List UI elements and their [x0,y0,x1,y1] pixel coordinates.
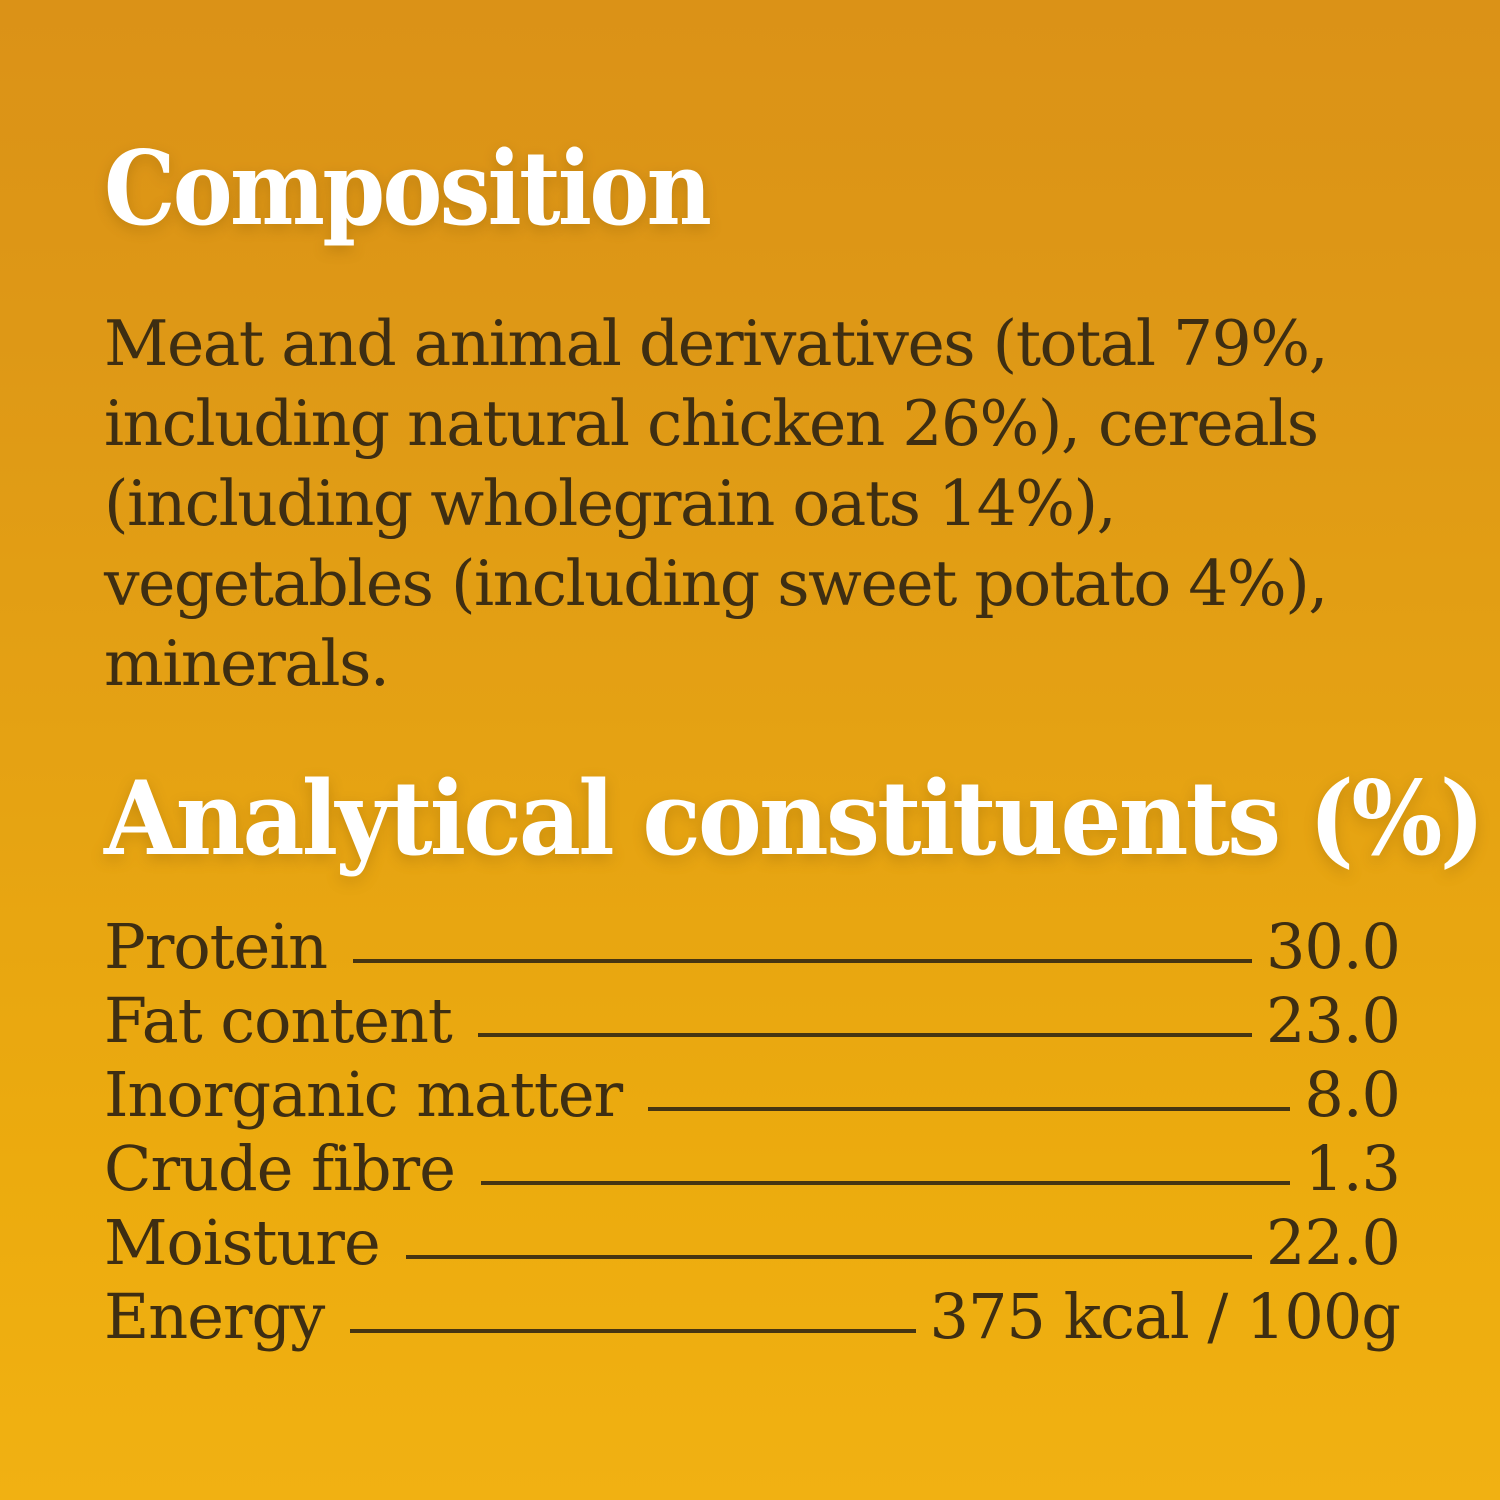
analytical-section-title: Analytical constituents (%) [104,759,1485,879]
leader-line [353,959,1252,963]
row-value: 30.0 [1265,910,1401,983]
composition-line: Meat and animal derivatives (total 79%, [104,307,1329,380]
leader-line [350,1329,916,1333]
composition-line: including natural chicken 26%), cereals [104,387,1319,460]
row-label: Moisture [104,1206,381,1279]
leader-line [648,1107,1291,1111]
row-label: Fat content [104,984,453,1057]
composition-line: (including wholegrain oats 14%), [104,467,1117,540]
leader-line [405,1255,1252,1259]
leader-line [477,1033,1252,1037]
row-value: 375 kcal / 100g [929,1280,1401,1353]
table-row-protein: Protein 30.0 [104,910,1401,983]
table-row-moisture: Moisture 22.0 [104,1206,1401,1279]
row-value: 1.3 [1304,1132,1401,1205]
table-row-crude-fibre: Crude fibre 1.3 [104,1132,1401,1205]
composition-paragraph: Meat and animal derivatives (total 79%, … [104,304,1400,704]
table-row-fat-content: Fat content 23.0 [104,984,1401,1057]
row-value: 8.0 [1304,1058,1401,1131]
composition-line: vegetables (including sweet potato 4%), [104,547,1328,620]
table-row-inorganic-matter: Inorganic matter 8.0 [104,1058,1401,1131]
table-row-energy: Energy 375 kcal / 100g [104,1280,1401,1353]
composition-section-title: Composition [104,129,712,249]
leader-line [480,1181,1291,1185]
row-value: 23.0 [1265,984,1401,1057]
row-label: Crude fibre [104,1132,456,1205]
row-value: 22.0 [1265,1206,1401,1279]
row-label: Inorganic matter [104,1058,623,1131]
composition-line: minerals. [104,627,390,700]
row-label: Protein [104,910,328,983]
row-label: Energy [104,1280,325,1353]
analytical-constituents-table: Protein 30.0 Fat content 23.0 Inorganic … [104,910,1401,1353]
